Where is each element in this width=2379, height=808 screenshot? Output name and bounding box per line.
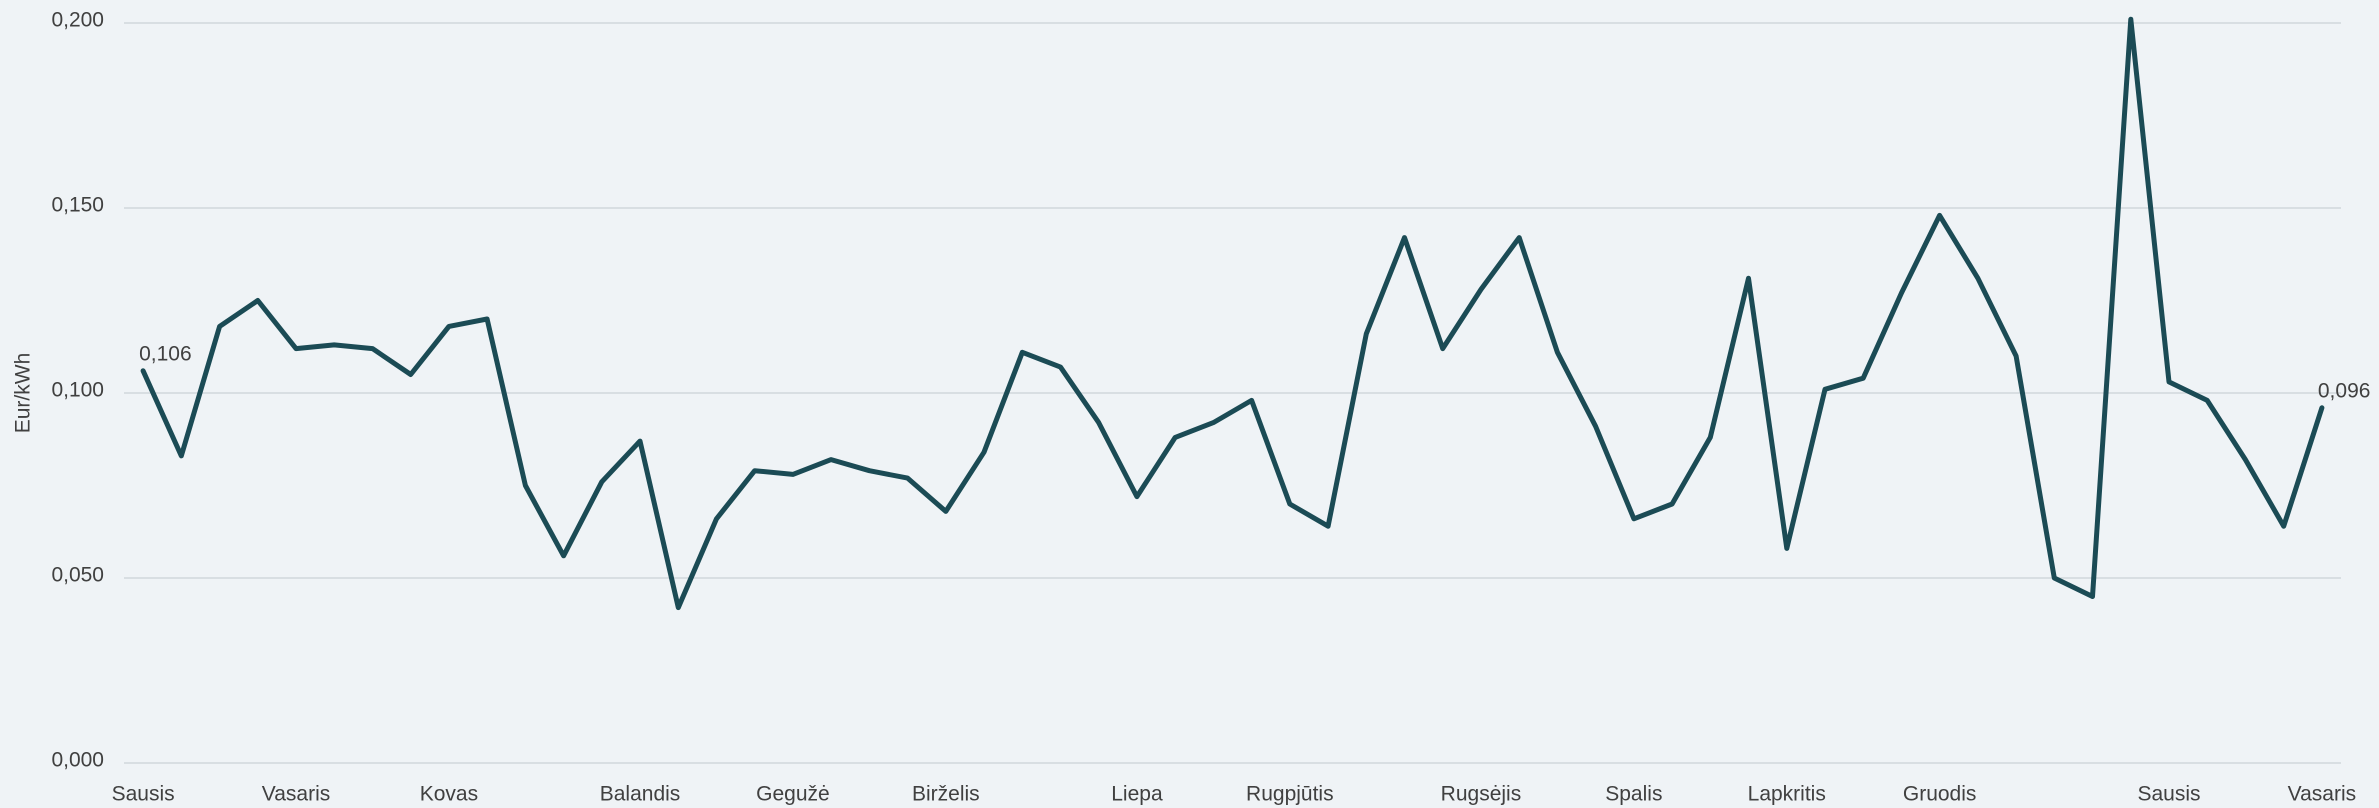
x-tick-label: Rugsėjis (1441, 783, 1522, 806)
y-tick-label: 0,050 (51, 564, 104, 587)
line (140, 16, 2325, 611)
x-tick-label: Sausis (2137, 783, 2200, 806)
x-tick-label: Rugpjūtis (1246, 783, 1334, 806)
x-tick-label: Balandis (600, 783, 681, 806)
x-tick-label: Lapkritis (1748, 783, 1826, 806)
y-tick-label: 0,150 (51, 194, 104, 217)
x-tick-label: Vasaris (2288, 783, 2356, 806)
x-tick-label: Spalis (1605, 783, 1662, 806)
y-tick-label: 0,100 (51, 379, 104, 402)
x-tick-label: Vasaris (262, 783, 330, 806)
y-tick-label: 0,200 (51, 9, 104, 32)
x-tick-label: Birželis (912, 783, 980, 806)
data-label: 0,096 (2318, 379, 2371, 402)
x-tick-label: Sausis (112, 783, 175, 806)
x-tick-label: Liepa (1111, 783, 1163, 806)
data-label: 0,106 (139, 342, 192, 365)
x-tick-label: Gruodis (1903, 783, 1977, 806)
x-tick-label: Kovas (420, 783, 478, 806)
y-axis-label: Eur/kWh (12, 353, 35, 434)
y-tick-label: 0,000 (51, 749, 104, 772)
x-tick-label: Gegužė (756, 783, 830, 806)
